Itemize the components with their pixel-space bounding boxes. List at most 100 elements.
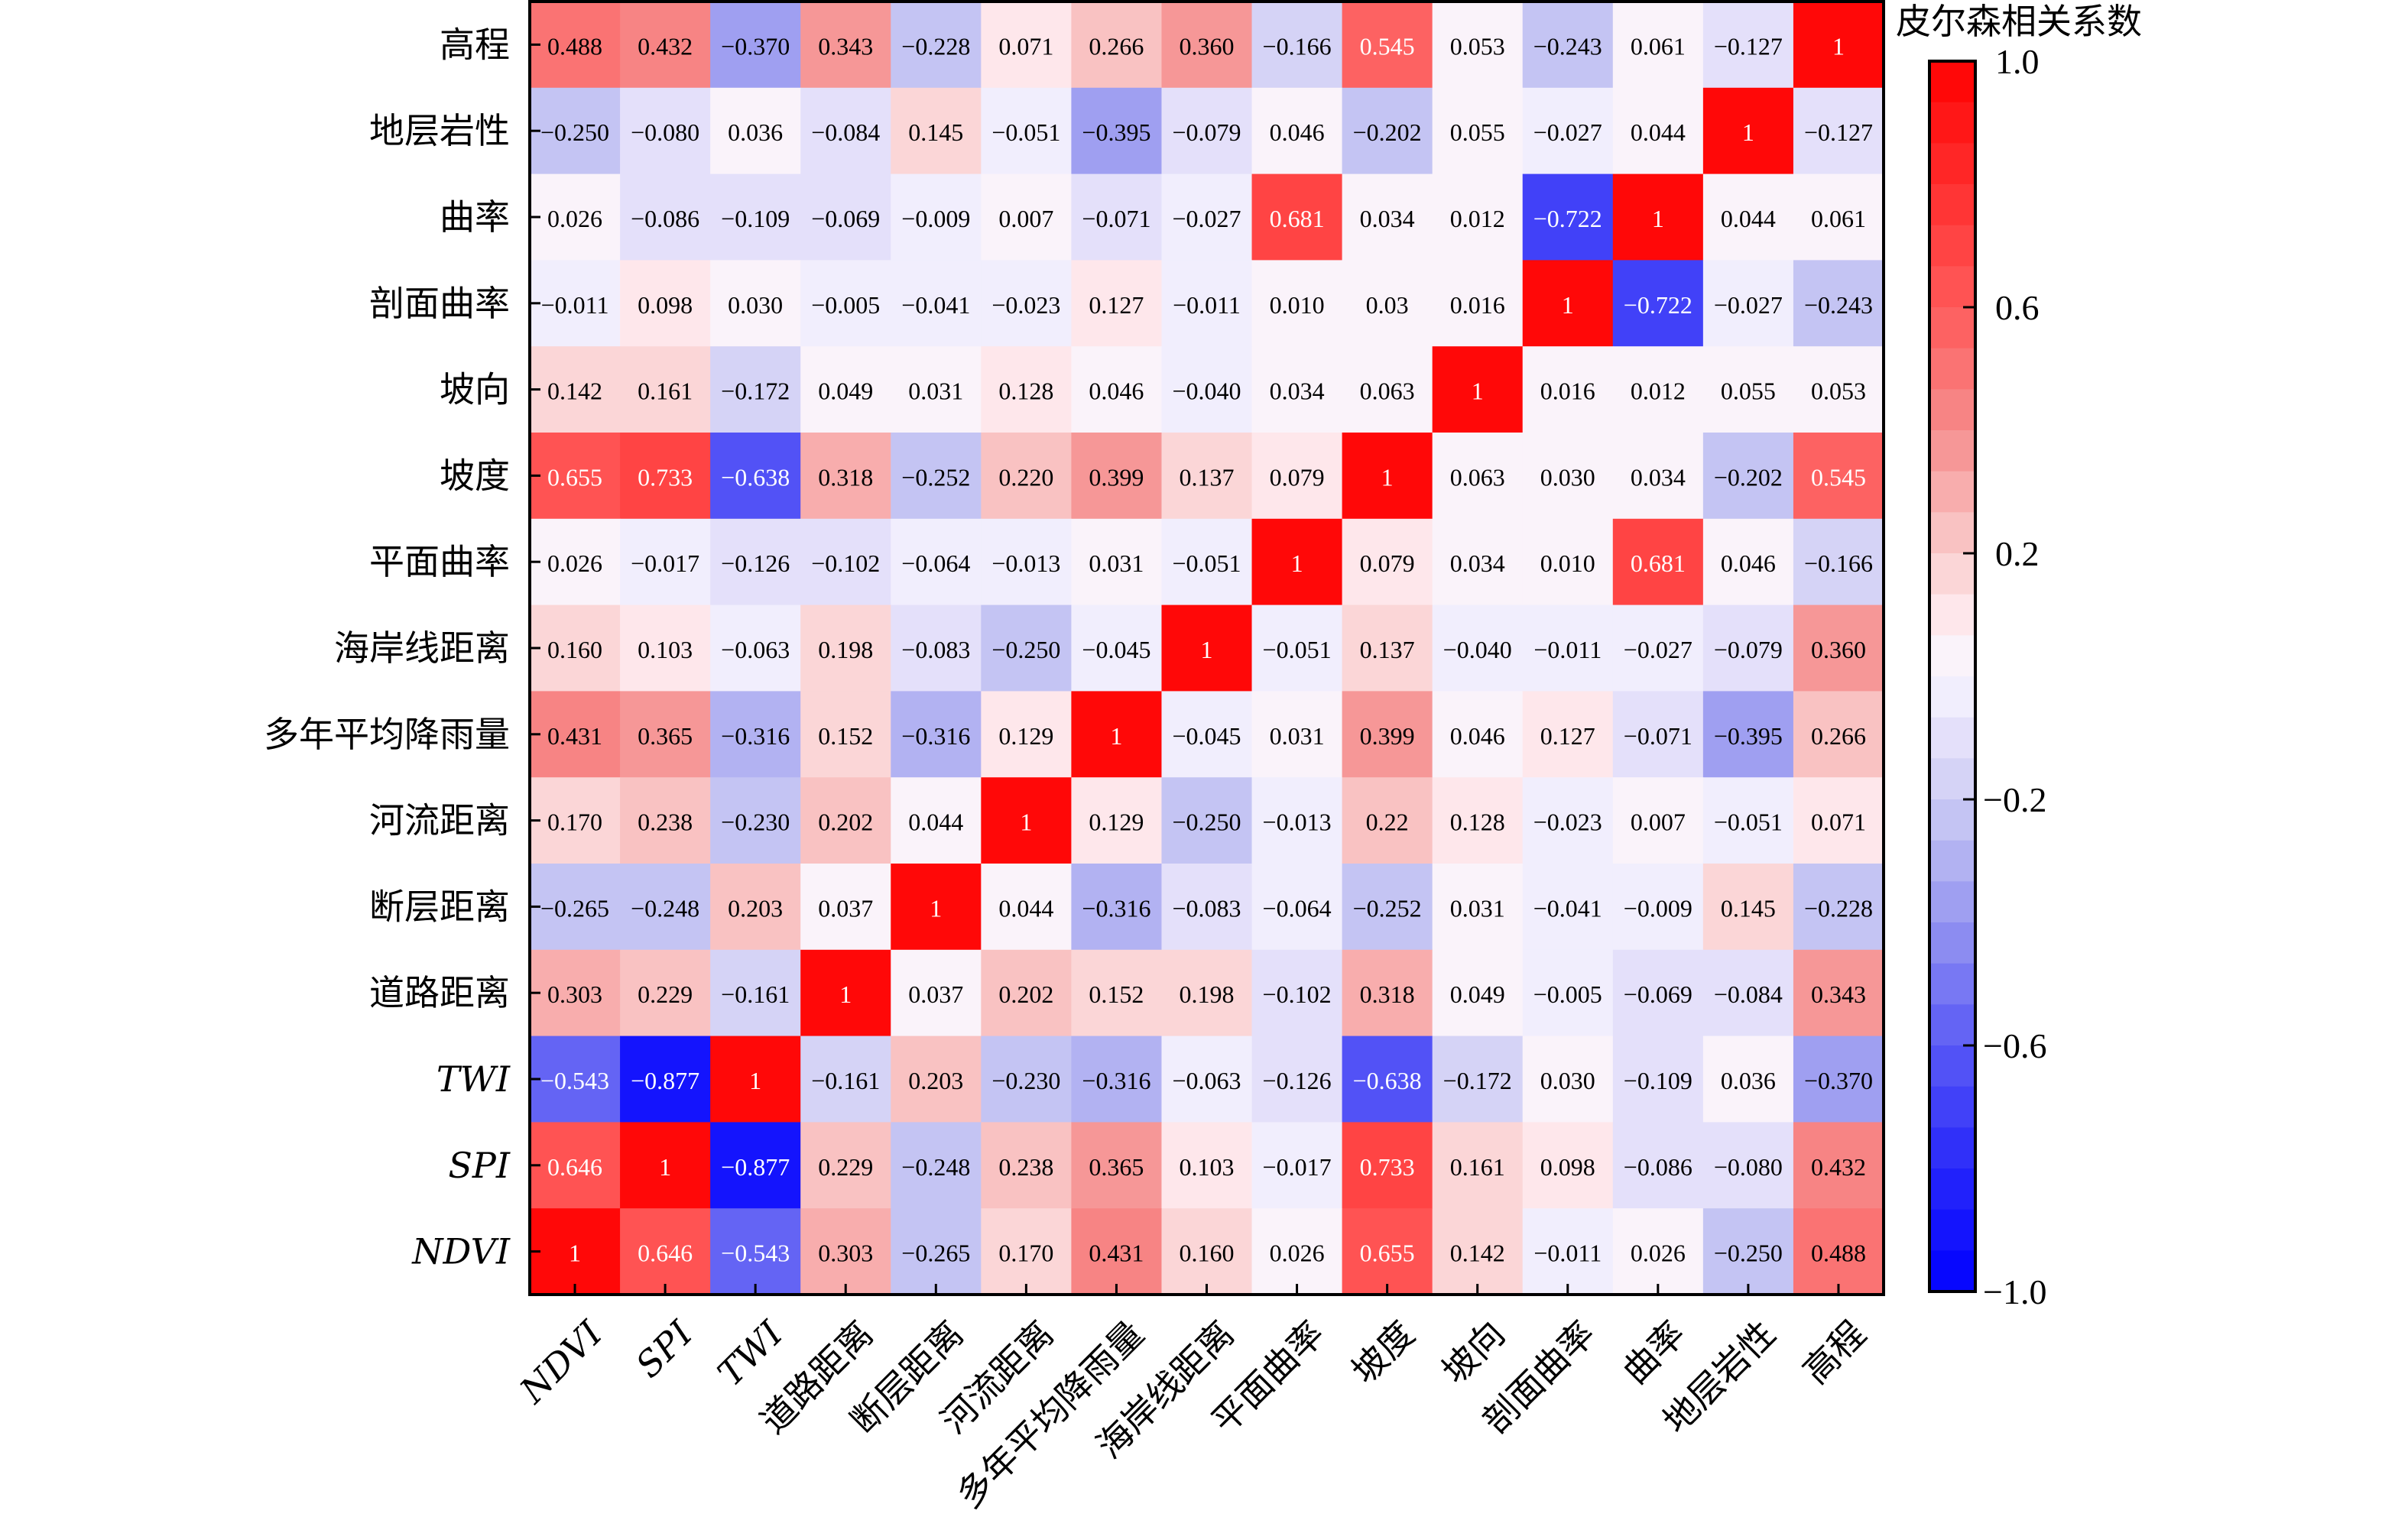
heatmap-cell bbox=[1612, 777, 1704, 864]
heatmap-cell bbox=[891, 1122, 982, 1209]
heatmap-cell bbox=[800, 1122, 891, 1209]
x-tick-label: 高程 bbox=[1795, 1313, 1874, 1392]
heatmap-cell bbox=[530, 2, 621, 89]
heatmap-cell bbox=[1432, 260, 1524, 347]
heatmap-cell-label: −0.126 bbox=[1263, 1067, 1332, 1094]
x-tick-label: SPI bbox=[628, 1312, 701, 1386]
heatmap-cell bbox=[981, 1122, 1072, 1209]
colorbar-band bbox=[1929, 881, 1975, 923]
heatmap-cell bbox=[891, 691, 982, 778]
colorbar-band bbox=[1929, 348, 1975, 390]
heatmap-cell-label: −0.045 bbox=[1172, 722, 1241, 750]
colorbar-band bbox=[1929, 512, 1975, 554]
heatmap-cell bbox=[981, 87, 1072, 175]
heatmap-cell bbox=[1702, 346, 1794, 433]
heatmap-cell bbox=[1432, 173, 1524, 261]
heatmap-cell-label: 0.202 bbox=[818, 809, 873, 836]
heatmap-cell bbox=[1702, 518, 1794, 606]
colorbar-tick-label: −0.2 bbox=[1983, 780, 2046, 819]
colorbar-band bbox=[1929, 266, 1975, 308]
heatmap-cell-label: 0.026 bbox=[1270, 1240, 1325, 1267]
y-tick-label: 河流距离 bbox=[369, 800, 510, 841]
heatmap-cell-label: 0.229 bbox=[638, 980, 693, 1008]
heatmap-cell bbox=[1251, 1208, 1343, 1295]
heatmap-cell bbox=[1342, 433, 1433, 520]
heatmap-cell bbox=[1342, 518, 1433, 606]
heatmap-cell-label: 1 bbox=[1742, 118, 1754, 146]
heatmap-cell-label: 0.031 bbox=[908, 378, 963, 405]
heatmap-cell-label: 0.733 bbox=[638, 463, 693, 491]
heatmap-cell bbox=[710, 87, 801, 175]
heatmap-cell bbox=[1522, 2, 1614, 89]
heatmap-cell-label: −0.877 bbox=[631, 1067, 699, 1094]
heatmap-cell bbox=[1793, 1208, 1884, 1295]
heatmap-cell bbox=[710, 604, 801, 692]
heatmap-cell bbox=[1432, 604, 1524, 692]
heatmap-cell bbox=[620, 864, 711, 951]
heatmap-cell-label: 0.266 bbox=[1811, 722, 1866, 750]
heatmap-cell-label: 0.046 bbox=[1270, 118, 1325, 146]
heatmap-cell bbox=[1161, 173, 1253, 261]
heatmap-cell bbox=[620, 604, 711, 692]
heatmap-cell-label: −0.009 bbox=[901, 205, 970, 232]
colorbar-band bbox=[1929, 594, 1975, 636]
heatmap-cell-label: 0.034 bbox=[1270, 378, 1325, 405]
heatmap-cell-label: 1 bbox=[1472, 378, 1484, 405]
heatmap-cell bbox=[1071, 518, 1162, 606]
heatmap-cell-label: 0.399 bbox=[1360, 722, 1415, 750]
heatmap-cell bbox=[1793, 777, 1884, 864]
heatmap-cell bbox=[620, 346, 711, 433]
heatmap-cell bbox=[710, 2, 801, 89]
heatmap-cell-label: 0.071 bbox=[998, 32, 1053, 60]
heatmap-cell-label: 0.036 bbox=[728, 118, 783, 146]
heatmap-cell bbox=[1161, 346, 1253, 433]
heatmap-cell bbox=[1432, 1036, 1524, 1123]
heatmap-cell bbox=[1702, 173, 1794, 261]
heatmap-cell bbox=[800, 346, 891, 433]
heatmap-cell bbox=[1251, 173, 1343, 261]
x-tick-label: 坡向 bbox=[1434, 1313, 1513, 1392]
heatmap-cell bbox=[800, 604, 891, 692]
heatmap-cell bbox=[1612, 604, 1704, 692]
heatmap-cell bbox=[1702, 2, 1794, 89]
heatmap-cell bbox=[1342, 691, 1433, 778]
heatmap-cell bbox=[891, 949, 982, 1037]
heatmap-cell-label: −0.395 bbox=[1082, 118, 1150, 146]
heatmap-cell bbox=[620, 1208, 711, 1295]
heatmap-cell-label: 0.655 bbox=[547, 463, 602, 491]
heatmap-cell-label: 0.545 bbox=[1360, 32, 1415, 60]
heatmap-cell bbox=[1522, 260, 1614, 347]
heatmap-cell bbox=[1161, 1208, 1253, 1295]
heatmap-cell bbox=[1702, 1208, 1794, 1295]
colorbar-band bbox=[1929, 1168, 1975, 1211]
colorbar-band bbox=[1929, 1250, 1975, 1292]
heatmap-cell bbox=[710, 949, 801, 1037]
heatmap-cell bbox=[1793, 2, 1884, 89]
heatmap-cell bbox=[891, 2, 982, 89]
heatmap-cell-label: −0.063 bbox=[721, 636, 790, 663]
heatmap-cell bbox=[710, 864, 801, 951]
heatmap-cell bbox=[1251, 604, 1343, 692]
heatmap-cell-label: 0.044 bbox=[1631, 118, 1686, 146]
heatmap-cell-label: 0.238 bbox=[638, 809, 693, 836]
heatmap-cell-label: 0.142 bbox=[547, 378, 602, 405]
y-tick-label: 断层距离 bbox=[369, 886, 510, 927]
heatmap-cell-label: −0.009 bbox=[1624, 894, 1692, 922]
heatmap-cell bbox=[1522, 87, 1614, 175]
heatmap-cell bbox=[891, 260, 982, 347]
heatmap-cell bbox=[1612, 518, 1704, 606]
heatmap-cell-label: −0.248 bbox=[631, 894, 699, 922]
heatmap-cell-label: 0.128 bbox=[998, 378, 1053, 405]
heatmap-cell bbox=[710, 1122, 801, 1209]
heatmap-cell-label: −0.265 bbox=[540, 894, 609, 922]
colorbar-band bbox=[1929, 389, 1975, 431]
heatmap-cell-label: 0.103 bbox=[1180, 1153, 1235, 1181]
heatmap-cell-label: 0.22 bbox=[1366, 809, 1409, 836]
heatmap-cell bbox=[530, 173, 621, 261]
heatmap-cell bbox=[1342, 346, 1433, 433]
heatmap-cell-label: −0.370 bbox=[721, 32, 790, 60]
heatmap-cell-label: −0.064 bbox=[1263, 894, 1332, 922]
heatmap-cell bbox=[1071, 604, 1162, 692]
heatmap-cell bbox=[800, 87, 891, 175]
